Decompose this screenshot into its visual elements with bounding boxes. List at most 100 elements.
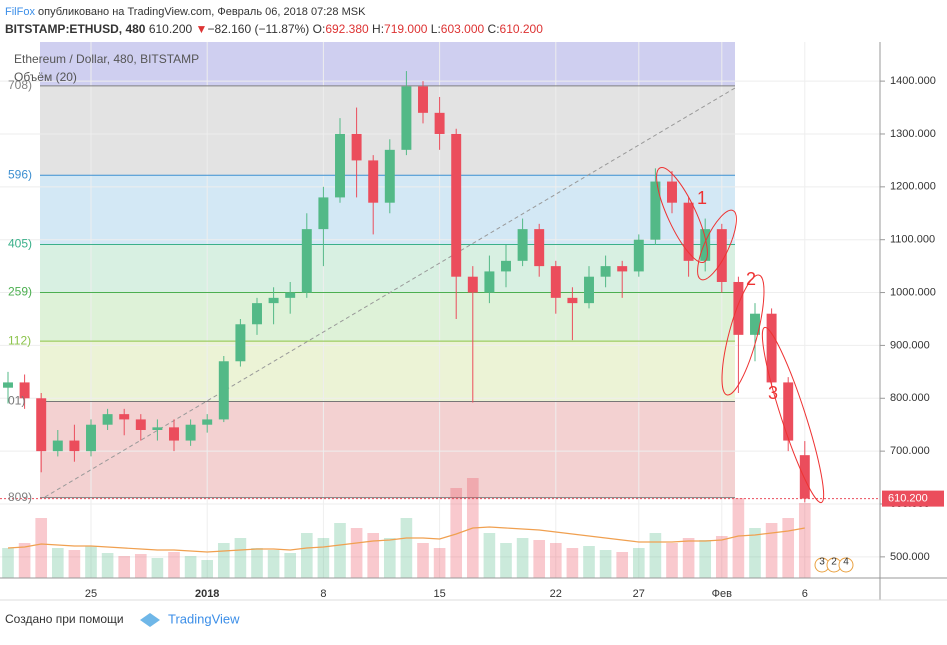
candle-body [650,181,661,240]
candle-body [285,292,296,298]
volume-bar [201,560,214,578]
candle-body [600,266,611,277]
candle-body [36,398,47,452]
last-price-tag [882,490,944,507]
volume-bar [732,498,745,578]
candle-body [434,112,445,134]
candle-body [102,414,113,425]
y-tick-label: 800.000 [890,392,930,404]
volume-bar [101,553,114,578]
candle-body [733,281,744,335]
fib-band [40,292,735,342]
volume-bar [715,536,728,578]
fib-label: 596) [8,167,32,181]
volume-bar [599,550,612,578]
volume-bar [682,538,695,578]
author[interactable]: FilFox [5,6,35,18]
annotation-ellipse [761,326,825,504]
candle-body [750,313,760,335]
volume-bar [483,533,496,578]
volume-bar [2,548,14,578]
y-tick-label: 900.000 [890,339,930,351]
volume-bar [35,518,48,578]
volume-bar [533,540,546,578]
volume-bar [68,550,81,578]
volume-bar [85,546,97,578]
candle-body [567,297,578,304]
candle-body [451,133,462,277]
candle-body [218,361,229,420]
candle-body [700,229,711,261]
volume-bar [450,488,463,578]
candle-body [667,181,677,203]
candle-body [550,266,561,298]
candle-body [185,424,196,441]
volume-bar [516,538,529,578]
candle-body [467,276,478,293]
y-tick-label: 1000.000 [890,286,936,298]
price: 610.200 [149,22,193,36]
candle-body [351,133,362,161]
y-tick-label: 700.000 [890,445,930,457]
fib-label: 01) [8,394,25,408]
volume-bar [367,533,380,578]
candle-body [617,266,628,272]
plot [0,42,880,578]
volume-bar [18,543,31,578]
candle-body [235,324,246,362]
volume-bar [217,543,230,578]
fib-label: 259) [8,285,32,299]
volume-title: Объём (20) [14,70,77,84]
candle-body [584,276,594,304]
candle-body [401,86,412,150]
candle-body [19,382,30,399]
event-count: 4 [843,557,849,568]
candle-body [716,229,727,282]
l-label: L: [431,22,441,36]
candle-body [418,86,428,113]
candle-body [783,382,794,441]
volume-bar [51,548,64,578]
event-badge [838,557,854,573]
y-tick-label: 1300.000 [890,128,936,140]
candle-body [202,419,213,425]
fib-band [40,42,735,86]
candle-body [683,202,694,261]
volume-bar [151,558,164,578]
y-tick-label: 500.000 [890,551,930,563]
candle-body [152,427,163,430]
x-tick-label: 2018 [195,588,219,600]
x-tick-label: 27 [633,588,645,600]
y-tick-label: 1200.000 [890,181,936,193]
h-label: H: [372,22,384,36]
annotation-ellipse [697,209,737,281]
volume-bar [782,518,795,578]
candle-body [52,440,63,452]
legend-title: Ethereum / Dollar, 480, BITSTAMP [14,52,199,66]
volume-bar [417,543,429,578]
l: 603.000 [441,22,485,36]
fib-label: 405) [8,237,32,251]
change: −82.160 (−11.87%) [207,22,309,36]
fib-band [40,401,735,498]
fib-label: 708) [8,78,32,92]
annotation-ellipse [721,274,765,396]
c: 610.200 [500,22,544,36]
candle-body [268,297,279,304]
volume-bar [616,552,629,578]
x-tick-label: 6 [802,588,808,600]
header-line1: FilFox опубликовано на TradingView.com, … [5,6,366,18]
arrow: ▼ [196,22,208,36]
candle-body [799,455,810,499]
volume-bar [234,538,247,578]
footer-brand[interactable]: TradingView [168,611,240,626]
published: опубликовано на TradingView.com, Февраль… [38,6,366,18]
volume-bar [350,528,363,578]
volume-bar [583,546,595,578]
fib-band [40,341,735,402]
tv-logo [140,613,160,627]
fib-label: 112) [8,333,31,347]
volume-bar [632,548,645,578]
